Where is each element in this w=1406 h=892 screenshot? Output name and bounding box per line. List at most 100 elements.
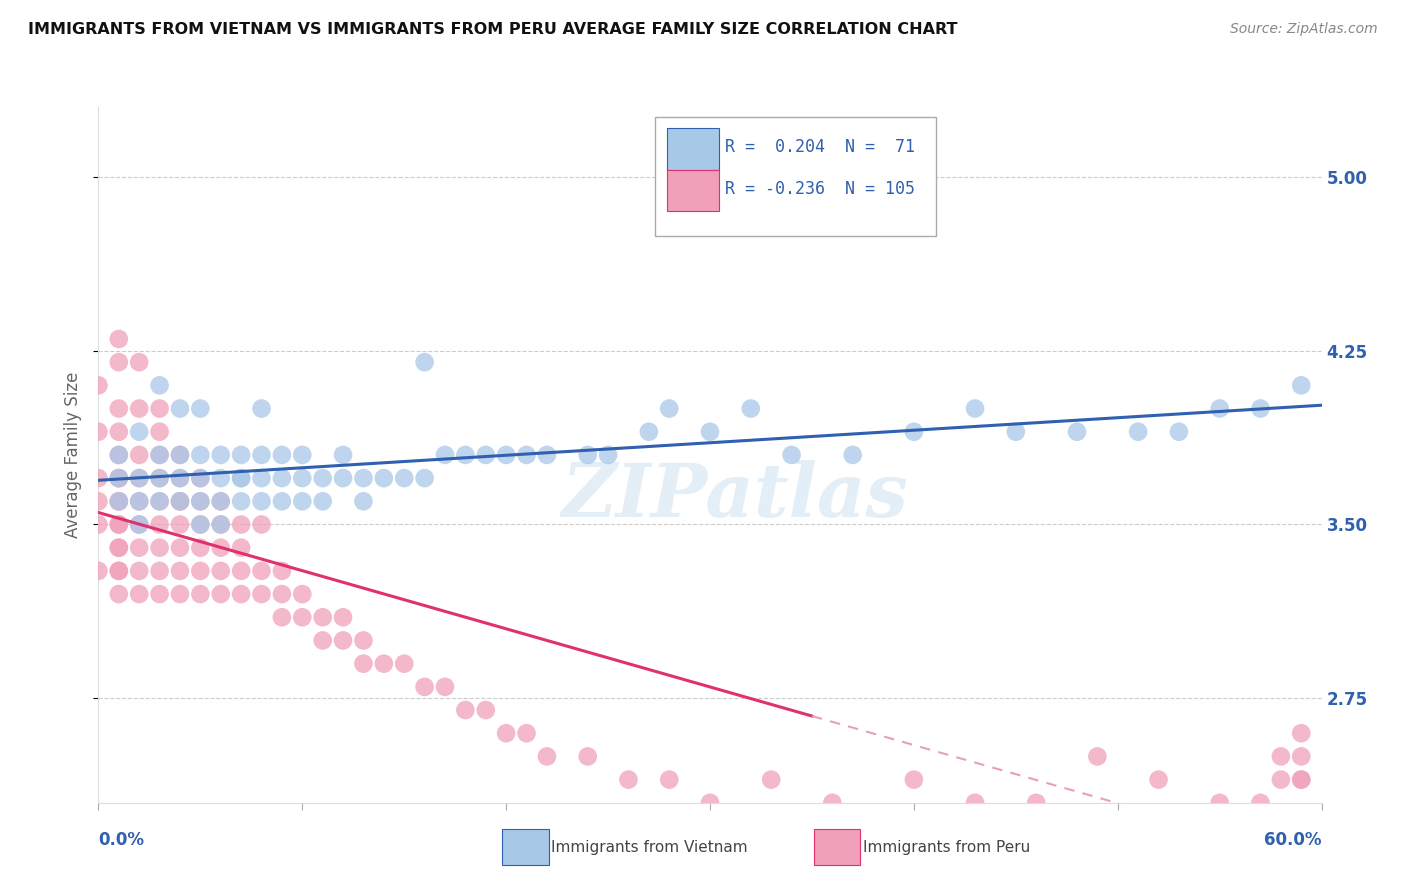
Point [169, 541, 191, 555]
Point [128, 494, 150, 508]
Point [250, 448, 273, 462]
Point [1004, 425, 1026, 439]
Point [169, 494, 191, 508]
Point [128, 355, 150, 369]
Point [392, 471, 416, 485]
Point [169, 471, 191, 485]
Point [108, 471, 131, 485]
Point [1209, 796, 1232, 810]
Point [312, 633, 335, 648]
FancyBboxPatch shape [668, 169, 718, 211]
Point [149, 378, 172, 392]
Point [474, 448, 498, 462]
Point [188, 587, 212, 601]
Point [454, 703, 477, 717]
Point [108, 471, 131, 485]
Point [392, 657, 416, 671]
Point [1291, 772, 1313, 787]
Point [128, 587, 150, 601]
Point [576, 448, 599, 462]
Point [1291, 749, 1313, 764]
Point [87, 494, 110, 508]
Point [169, 587, 191, 601]
Point [149, 494, 172, 508]
Point [413, 355, 436, 369]
Point [1025, 796, 1047, 810]
Point [108, 425, 131, 439]
Point [188, 448, 212, 462]
Text: 60.0%: 60.0% [1264, 830, 1322, 848]
Point [188, 471, 212, 485]
Point [250, 401, 273, 416]
Point [188, 564, 212, 578]
Point [128, 448, 150, 462]
Point [169, 494, 191, 508]
Point [149, 494, 172, 508]
Point [149, 471, 172, 485]
Point [965, 401, 987, 416]
Point [149, 564, 172, 578]
Text: ZIPatlas: ZIPatlas [561, 460, 908, 533]
Point [373, 657, 395, 671]
Point [128, 494, 150, 508]
Point [474, 703, 498, 717]
Point [87, 471, 110, 485]
Point [1085, 749, 1108, 764]
Point [209, 587, 232, 601]
Point [1147, 772, 1170, 787]
Point [903, 772, 925, 787]
Point [658, 401, 681, 416]
Point [209, 471, 232, 485]
Point [188, 517, 212, 532]
FancyBboxPatch shape [814, 830, 860, 865]
Point [108, 448, 131, 462]
Point [128, 401, 150, 416]
Point [108, 471, 131, 485]
Point [108, 564, 131, 578]
Point [169, 401, 191, 416]
Point [576, 749, 599, 764]
Point [434, 680, 457, 694]
Point [516, 726, 538, 740]
Point [128, 517, 150, 532]
Point [108, 587, 131, 601]
Point [128, 471, 150, 485]
Point [1128, 425, 1150, 439]
Text: R =  0.204  N =  71: R = 0.204 N = 71 [724, 138, 915, 156]
Point [108, 541, 131, 555]
Point [231, 587, 253, 601]
Point [352, 471, 374, 485]
Point [291, 587, 314, 601]
Point [209, 494, 232, 508]
Point [413, 680, 436, 694]
Point [332, 633, 354, 648]
Point [965, 796, 987, 810]
Point [108, 448, 131, 462]
Text: IMMIGRANTS FROM VIETNAM VS IMMIGRANTS FROM PERU AVERAGE FAMILY SIZE CORRELATION : IMMIGRANTS FROM VIETNAM VS IMMIGRANTS FR… [28, 22, 957, 37]
Point [188, 517, 212, 532]
Point [598, 448, 620, 462]
Point [149, 517, 172, 532]
Point [352, 657, 374, 671]
Text: R = -0.236  N = 105: R = -0.236 N = 105 [724, 180, 915, 198]
Point [108, 564, 131, 578]
Text: Immigrants from Peru: Immigrants from Peru [863, 840, 1031, 855]
Point [1066, 425, 1088, 439]
Point [536, 448, 558, 462]
Point [291, 448, 314, 462]
Point [128, 425, 150, 439]
Point [903, 425, 925, 439]
FancyBboxPatch shape [655, 118, 936, 235]
Point [454, 448, 477, 462]
Point [373, 471, 395, 485]
Point [1270, 772, 1292, 787]
Point [312, 471, 335, 485]
Point [188, 541, 212, 555]
Point [352, 494, 374, 508]
Point [270, 471, 294, 485]
Point [149, 471, 172, 485]
Point [291, 610, 314, 624]
Point [87, 564, 110, 578]
Point [250, 587, 273, 601]
Point [413, 471, 436, 485]
